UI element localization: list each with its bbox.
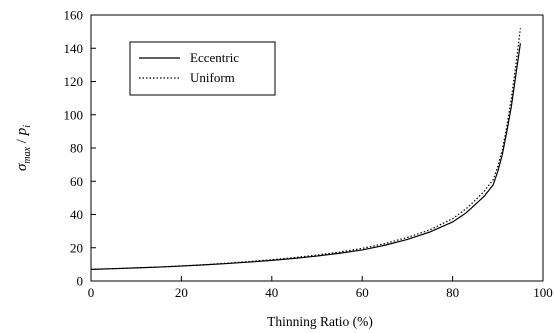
y-tick-label: 80 [70, 141, 83, 156]
y-tick-label: 100 [64, 107, 84, 122]
x-tick-label: 60 [356, 285, 369, 300]
y-tick-label: 120 [64, 74, 84, 89]
series-line-uniform [90, 28, 521, 270]
ylabel-symbol2-sub: i [22, 125, 33, 128]
y-axis-title: σmax / pi [14, 125, 33, 171]
x-axis-title: Thinning Ratio (%) [267, 314, 373, 329]
legend-label-uniform: Uniform [190, 70, 235, 85]
x-tick-label: 20 [175, 285, 188, 300]
legend-label-eccentric: Eccentric [190, 50, 239, 65]
y-tick-label: 20 [70, 240, 83, 255]
x-tick-label: 0 [88, 285, 95, 300]
x-tick-label: 80 [446, 285, 459, 300]
legend: Eccentric Uniform [129, 41, 276, 96]
x-tick-label: 40 [265, 285, 278, 300]
ylabel-symbol2: p [14, 127, 30, 136]
ylabel-symbol-sub: max [22, 146, 33, 163]
axis-ticks: 0 20 40 60 80 100 0 20 40 60 80 100 120 140 160 [64, 8, 553, 301]
ylabel-separator: / [14, 135, 30, 147]
x-tick-label: 100 [533, 285, 553, 300]
y-tick-label: 60 [70, 174, 83, 189]
series-layer [90, 28, 521, 270]
y-tick-label: 160 [64, 8, 84, 23]
ylabel-symbol: σ [14, 163, 30, 171]
y-tick-label: 0 [77, 274, 84, 289]
y-tick-label: 40 [70, 207, 83, 222]
y-tick-label: 140 [64, 41, 84, 56]
legend-box [129, 41, 276, 96]
